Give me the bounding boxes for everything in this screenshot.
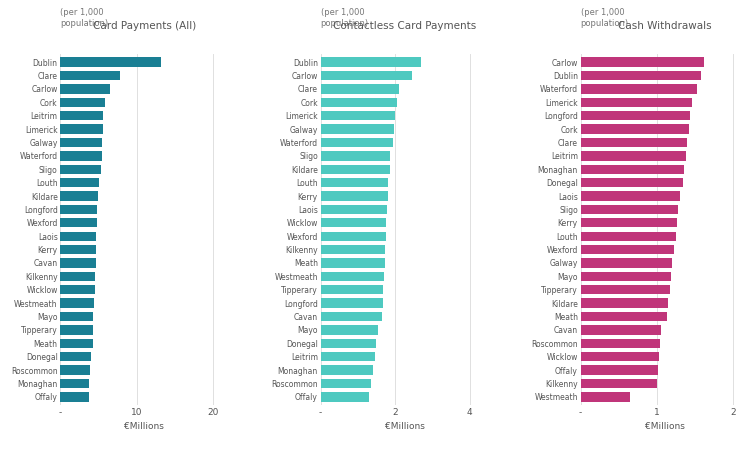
Bar	[321, 165, 389, 174]
Bar	[581, 165, 684, 174]
Bar	[321, 138, 393, 147]
Bar	[60, 245, 96, 254]
X-axis label: €Millions: €Millions	[645, 423, 684, 432]
Bar	[60, 312, 93, 321]
Bar	[321, 57, 421, 67]
Bar	[581, 339, 660, 348]
Bar	[60, 98, 105, 107]
Bar	[581, 84, 696, 94]
Bar	[321, 111, 395, 120]
Bar	[60, 111, 103, 120]
Bar	[581, 57, 704, 67]
Bar	[581, 71, 701, 80]
Bar	[581, 178, 683, 187]
Bar	[321, 231, 386, 241]
Bar	[60, 57, 161, 67]
Bar	[321, 218, 386, 228]
Bar	[60, 191, 98, 201]
Bar	[581, 124, 689, 134]
Title: Contactless Card Payments: Contactless Card Payments	[333, 21, 476, 31]
Bar	[60, 124, 103, 134]
Bar	[321, 392, 369, 402]
Bar	[321, 71, 412, 80]
Bar	[60, 138, 102, 147]
Title: Cash Withdrawals: Cash Withdrawals	[618, 21, 711, 31]
Bar	[321, 325, 378, 335]
Bar	[60, 272, 94, 281]
Bar	[60, 231, 96, 241]
Bar	[60, 71, 120, 80]
Bar	[60, 205, 97, 214]
Bar	[581, 379, 657, 388]
Bar	[321, 205, 387, 214]
Bar	[60, 298, 94, 308]
Bar	[321, 272, 384, 281]
Bar	[60, 365, 90, 375]
Bar	[581, 352, 659, 361]
Bar	[60, 352, 91, 361]
Bar	[321, 124, 394, 134]
Bar	[321, 352, 375, 361]
Bar	[321, 245, 385, 254]
Bar	[581, 245, 674, 254]
Bar	[581, 205, 678, 214]
Bar	[321, 298, 383, 308]
Bar	[321, 312, 382, 321]
Bar	[581, 218, 677, 228]
Bar	[60, 178, 99, 187]
Bar	[321, 178, 389, 187]
Bar	[581, 285, 670, 294]
Bar	[581, 151, 686, 161]
Text: (per 1,000
population): (per 1,000 population)	[581, 9, 629, 28]
Bar	[581, 98, 692, 107]
Bar	[321, 339, 376, 348]
Bar	[581, 312, 667, 321]
Bar	[581, 298, 668, 308]
Bar	[581, 191, 680, 201]
Bar	[581, 231, 676, 241]
Bar	[581, 258, 672, 268]
Bar	[321, 84, 399, 94]
Bar	[321, 379, 371, 388]
Bar	[60, 218, 97, 228]
Bar	[321, 365, 373, 375]
Bar	[60, 285, 94, 294]
Bar	[581, 392, 631, 402]
Bar	[60, 258, 95, 268]
Bar	[60, 165, 101, 174]
Bar	[321, 258, 385, 268]
Bar	[321, 285, 383, 294]
Bar	[60, 379, 89, 388]
Bar	[60, 392, 88, 402]
Bar	[321, 191, 388, 201]
Bar	[581, 325, 661, 335]
X-axis label: €Millions: €Millions	[125, 423, 164, 432]
Bar	[60, 339, 92, 348]
Bar	[581, 111, 690, 120]
Bar	[581, 272, 671, 281]
X-axis label: €Millions: €Millions	[385, 423, 424, 432]
Bar	[321, 151, 390, 161]
Text: (per 1,000
population): (per 1,000 population)	[60, 9, 109, 28]
Bar	[321, 98, 397, 107]
Bar	[60, 325, 93, 335]
Bar	[581, 138, 687, 147]
Bar	[581, 365, 658, 375]
Title: Card Payments (All): Card Payments (All)	[93, 21, 196, 31]
Text: (per 1,000
population): (per 1,000 population)	[321, 9, 369, 28]
Bar	[60, 84, 110, 94]
Bar	[60, 151, 101, 161]
